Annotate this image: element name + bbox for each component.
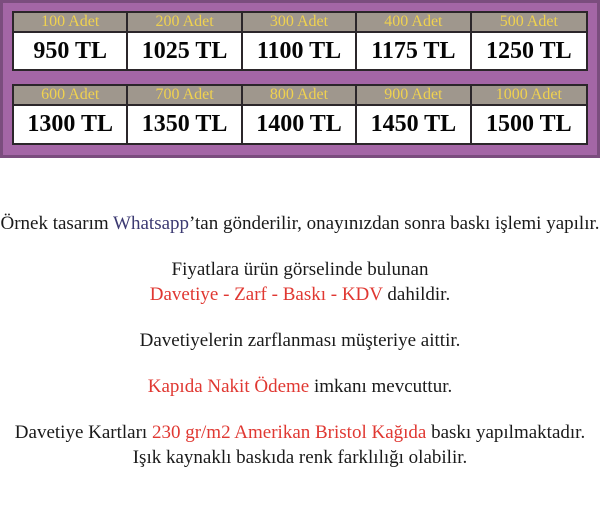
price-cell: 1025 TL [128, 33, 243, 69]
price-cell: 1400 TL [242, 106, 358, 143]
qty-header-cell: 200 Adet [128, 13, 243, 33]
qty-header-cell: 800 Adet [242, 86, 358, 106]
price-cell: 1300 TL [14, 106, 129, 143]
note-text: ’tan gönderilir, onayınızdan sonra baskı… [189, 213, 600, 234]
price-cell: 1175 TL [357, 33, 472, 69]
price-cell: 1100 TL [242, 33, 358, 69]
qty-header-cell: 300 Adet [242, 13, 358, 33]
qty-header-cell: 100 Adet [14, 13, 129, 33]
note-text: Davetiyelerin zarflanması müşteriye aitt… [139, 330, 461, 351]
note-paper-quality: Davetiye Kartları 230 gr/m2 Amerikan Bri… [0, 420, 600, 470]
note-enveloping: Davetiyelerin zarflanması müşteriye aitt… [0, 328, 600, 353]
price-table-100-500: 100 Adet 200 Adet 300 Adet 400 Adet 500 … [12, 11, 588, 71]
price-cell: 950 TL [14, 33, 129, 69]
notes-section: Örnek tasarım Whatsapp’tan gönderilir, o… [0, 158, 600, 470]
price-table-600-1000: 600 Adet 700 Adet 800 Adet 900 Adet 1000… [12, 84, 588, 145]
qty-header-cell: 500 Adet [471, 13, 586, 33]
note-cash-on-delivery: Kapıda Nakit Ödeme imkanı mevcuttur. [0, 374, 600, 399]
note-design-approval: Örnek tasarım Whatsapp’tan gönderilir, o… [0, 211, 600, 236]
note-text: dahildir. [382, 284, 451, 305]
price-cell: 1500 TL [471, 106, 586, 143]
note-text: Işık kaynaklı baskıda renk farklılığı ol… [132, 447, 468, 468]
note-text: Fiyatlara ürün görselinde bulunan [171, 259, 429, 280]
note-text: Davetiye Kartları [14, 422, 152, 443]
paper-spec-highlight: 230 gr/m2 Amerikan Bristol Kağıda [151, 422, 427, 443]
price-cell: 1450 TL [357, 106, 472, 143]
whatsapp-brand-text: Whatsapp [113, 213, 190, 234]
price-cell: 1250 TL [471, 33, 586, 69]
qty-header-cell: 900 Adet [357, 86, 472, 106]
qty-header-cell: 700 Adet [128, 86, 243, 106]
note-text: Örnek tasarım [0, 213, 114, 234]
qty-header-cell: 1000 Adet [471, 86, 586, 106]
note-text: imkanı mevcuttur. [309, 376, 453, 397]
price-cell: 1350 TL [128, 106, 243, 143]
note-text: baskı yapılmaktadır. [426, 422, 586, 443]
qty-header-cell: 400 Adet [357, 13, 472, 33]
price-banner: 100 Adet 200 Adet 300 Adet 400 Adet 500 … [0, 0, 600, 158]
cash-payment-highlight: Kapıda Nakit Ödeme [147, 376, 310, 397]
qty-header-cell: 600 Adet [14, 86, 129, 106]
included-items-highlight: Davetiye - Zarf - Baskı - KDV [149, 284, 383, 305]
note-price-includes: Fiyatlara ürün görselinde bulunan Daveti… [0, 257, 600, 307]
